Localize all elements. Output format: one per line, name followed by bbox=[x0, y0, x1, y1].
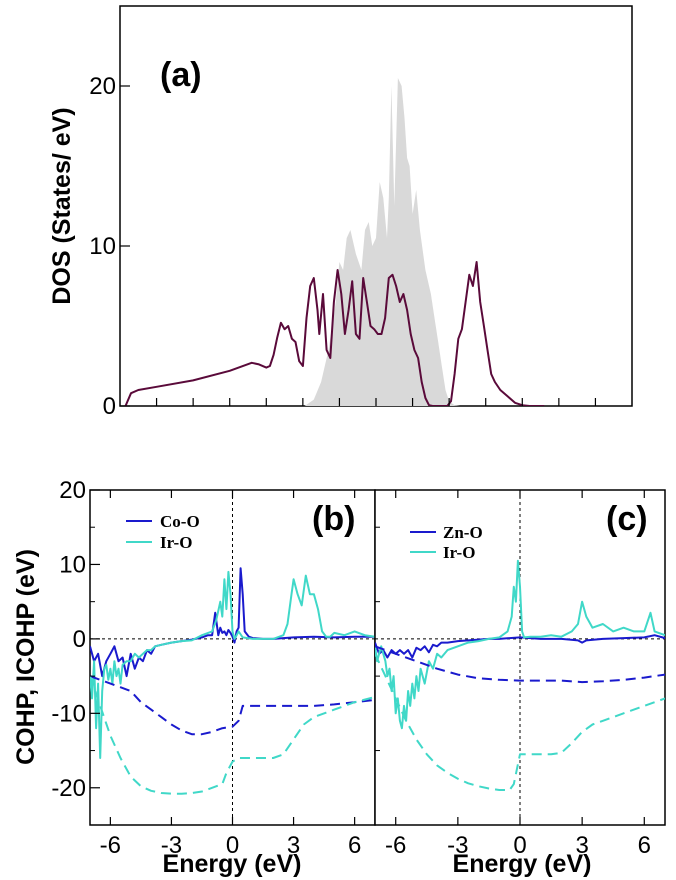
panel-b-y-tick-label: 10 bbox=[59, 551, 86, 578]
legend-label-co-o: Co-O bbox=[160, 512, 200, 531]
panel-b-series-co-o-icohp bbox=[90, 675, 375, 736]
panel-c-x-tick-label: 0 bbox=[513, 832, 526, 859]
panel-c-ticks: -6 -3 0 3 6 bbox=[375, 490, 651, 859]
panel-b-series-co-o bbox=[90, 567, 375, 678]
panel-c-series-zn-o bbox=[375, 634, 665, 659]
panel-c-legend: Zn-O Ir-O bbox=[410, 523, 483, 562]
panel-b-x-tick-label: 0 bbox=[226, 832, 239, 859]
panel-b-ticks: -6 -3 0 3 6 20 10 0 -10 -20 bbox=[51, 477, 361, 859]
legend-label-ir-o-b: Ir-O bbox=[160, 533, 192, 552]
legend-label-zn-o: Zn-O bbox=[443, 523, 483, 542]
panel-b-series-ir-o-icohp bbox=[90, 675, 375, 795]
panel-c-x-tick-label: 3 bbox=[575, 832, 588, 859]
panel-b-legend: Co-O Ir-O bbox=[126, 512, 200, 552]
panel-c-label: (c) bbox=[606, 500, 648, 538]
panel-a-y-axis-title: DOS (States/ eV) bbox=[48, 107, 76, 304]
panel-a-label: (a) bbox=[160, 56, 202, 94]
panel-a-series-line1 bbox=[124, 261, 545, 406]
panel-b-y-tick-label: 20 bbox=[59, 477, 86, 504]
panel-b-y-tick-label: -10 bbox=[51, 700, 86, 727]
panel-a-y-tick-label: 0 bbox=[103, 393, 116, 420]
panel-a-ticks: 0 10 20 bbox=[89, 73, 597, 420]
panel-b-x-tick-label: -6 bbox=[100, 832, 121, 859]
panel-a-y-tick-label: 10 bbox=[89, 233, 116, 260]
panel-a-plot-area bbox=[124, 78, 545, 406]
panel-c-x-tick-label: -6 bbox=[385, 832, 406, 859]
panel-b-y-axis-title: COHP, ICOHP (eV) bbox=[12, 549, 40, 765]
panel-b-x-axis-title: Energy (eV) bbox=[163, 850, 302, 878]
panel-c-cohp: -6 -3 0 3 6 (c) Zn-O Ir-O Energy (eV) bbox=[374, 489, 666, 878]
panel-c-series-ir-o-icohp bbox=[375, 653, 665, 791]
panel-b-y-tick-label: -20 bbox=[51, 775, 86, 802]
panel-b-x-tick-label: 3 bbox=[287, 832, 300, 859]
panel-c-series-zn-o-icohp bbox=[375, 645, 665, 684]
panel-b-y-tick-label: 0 bbox=[73, 626, 86, 653]
panel-c-x-axis-title: Energy (eV) bbox=[453, 850, 592, 878]
panel-c-x-tick-label: -3 bbox=[447, 832, 468, 859]
panel-b-cohp: -6 -3 0 3 6 20 10 0 -10 -20 (b) Co-O Ir-O COHP, I… bbox=[12, 477, 376, 878]
panel-c-plot-area bbox=[375, 490, 665, 825]
panel-b-plot-area bbox=[90, 490, 375, 825]
panel-b-x-tick-label: -3 bbox=[161, 832, 182, 859]
legend-label-ir-o-c: Ir-O bbox=[443, 543, 475, 562]
panel-c-x-tick-label: 6 bbox=[638, 832, 651, 859]
panel-b-series-ir-o bbox=[90, 570, 375, 759]
panel-a-dos: 0 10 20 (a) DOS (States/ eV) bbox=[48, 5, 633, 420]
panel-b-x-tick-label: 6 bbox=[348, 832, 361, 859]
panel-c-series-ir-o bbox=[375, 559, 665, 730]
panel-b-label: (b) bbox=[312, 500, 355, 538]
panel-a-y-tick-label: 20 bbox=[89, 73, 116, 100]
